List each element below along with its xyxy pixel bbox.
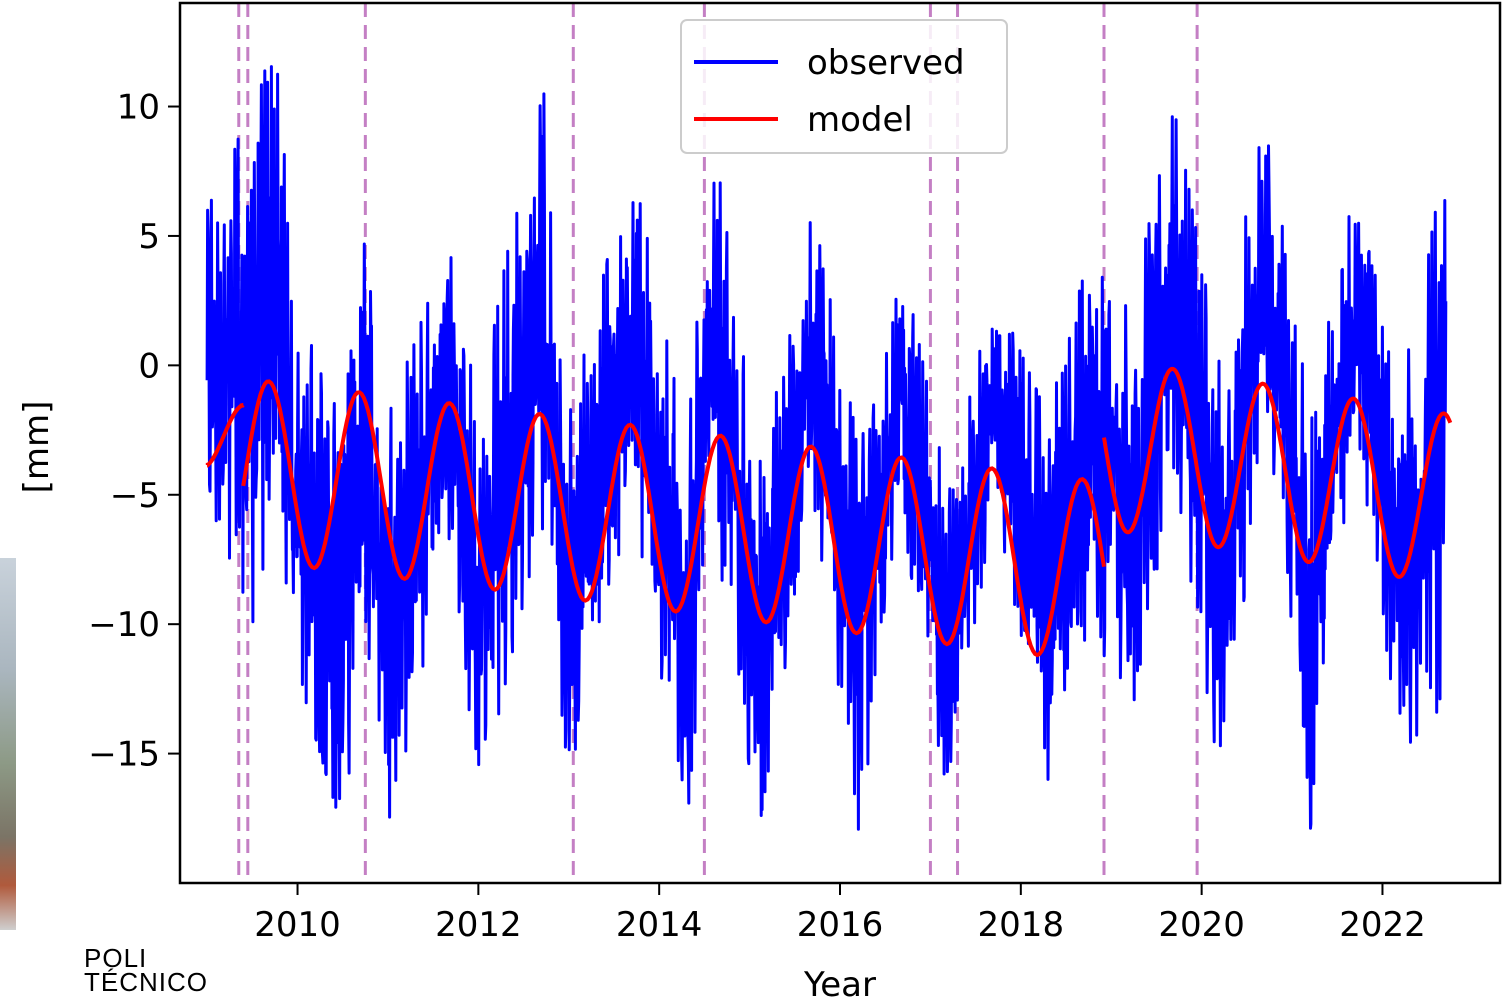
x-tick-label: 2010 [254, 905, 341, 945]
model-line-segment-1 [241, 379, 1106, 658]
background-photo-fragment [0, 558, 16, 930]
x-axis-label: Year [803, 965, 876, 1004]
x-axis-ticks: 2010 2012 2014 2016 2018 2020 2022 [254, 883, 1426, 945]
x-tick-label: 2020 [1158, 905, 1245, 945]
institution-logo: POLI TÉCNICO [84, 943, 208, 997]
y-tick-label: 5 [138, 217, 160, 257]
y-tick-label: 0 [138, 346, 160, 386]
y-axis-label: [mm] [17, 401, 57, 494]
x-tick-label: 2022 [1339, 905, 1426, 945]
x-tick-label: 2012 [435, 905, 522, 945]
y-tick-label: −15 [88, 735, 160, 775]
legend-model-label: model [807, 100, 913, 140]
y-axis-ticks: 10 5 0 −5 −10 −15 [88, 88, 180, 775]
logo-line-2: TÉCNICO [84, 967, 208, 997]
x-tick-label: 2016 [797, 905, 884, 945]
y-tick-label: 10 [117, 88, 160, 128]
model-line-segment-2 [1102, 366, 1453, 579]
legend-observed-label: observed [807, 43, 965, 83]
x-tick-label: 2018 [978, 905, 1065, 945]
model-series [205, 366, 1453, 658]
observed-series [205, 65, 1448, 831]
y-tick-label: −10 [88, 605, 160, 645]
observed-line [205, 65, 1448, 831]
y-tick-label: −5 [110, 476, 160, 516]
legend: observed model [680, 19, 1008, 154]
logo-line-1: POLI [84, 943, 148, 973]
model-line-segment-0 [205, 403, 245, 468]
x-tick-label: 2014 [616, 905, 703, 945]
